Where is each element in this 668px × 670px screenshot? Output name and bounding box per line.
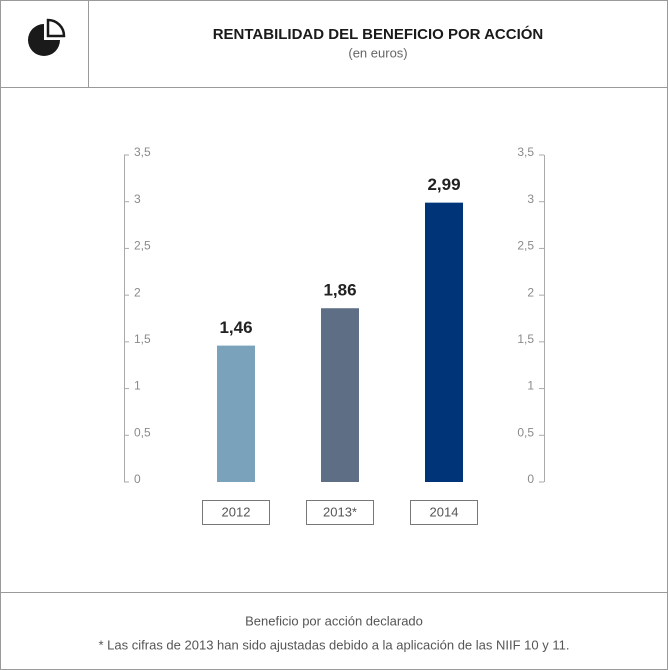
y2-tick-label: 3 <box>527 192 534 206</box>
y2-tick-label: 0,5 <box>517 425 534 439</box>
y2-tick-label: 0 <box>527 472 534 486</box>
y-tick-label: 1,5 <box>134 332 151 346</box>
legend-entry: Beneficio por acción declarado <box>245 613 423 628</box>
bar <box>217 345 255 482</box>
y2-tick-label: 2,5 <box>517 239 534 253</box>
value-label: 1,86 <box>323 281 356 300</box>
bar <box>321 308 359 482</box>
category-box <box>306 500 374 525</box>
y-tick-label: 3,5 <box>134 145 151 159</box>
y-tick-label: 0,5 <box>134 425 151 439</box>
y2-tick-label: 1 <box>527 379 534 393</box>
y-tick-label: 3 <box>134 192 141 206</box>
value-label: 2,99 <box>427 175 460 194</box>
y2-tick-label: 3,5 <box>517 145 534 159</box>
category-box <box>202 500 270 525</box>
chart-subtitle: (en euros) <box>348 45 407 60</box>
y2-tick-label: 2 <box>527 285 534 299</box>
y-tick-label: 2,5 <box>134 239 151 253</box>
y-tick-label: 1 <box>134 379 141 393</box>
x-tick-label: 2012 <box>222 504 251 519</box>
chart-title: RENTABILIDAD DEL BENEFICIO POR ACCIÓN <box>213 25 544 43</box>
x-tick-label: 2014 <box>430 504 459 519</box>
y-tick-label: 0 <box>134 472 141 486</box>
y2-tick-label: 1,5 <box>517 332 534 346</box>
bar <box>425 202 463 483</box>
pie-icon <box>28 18 66 56</box>
value-label: 1,46 <box>219 318 252 337</box>
category-box <box>410 500 478 525</box>
x-tick-label: 2013* <box>323 504 357 519</box>
y-tick-label: 2 <box>134 285 141 299</box>
footnote: * Las cifras de 2013 han sido ajustadas … <box>99 637 570 652</box>
